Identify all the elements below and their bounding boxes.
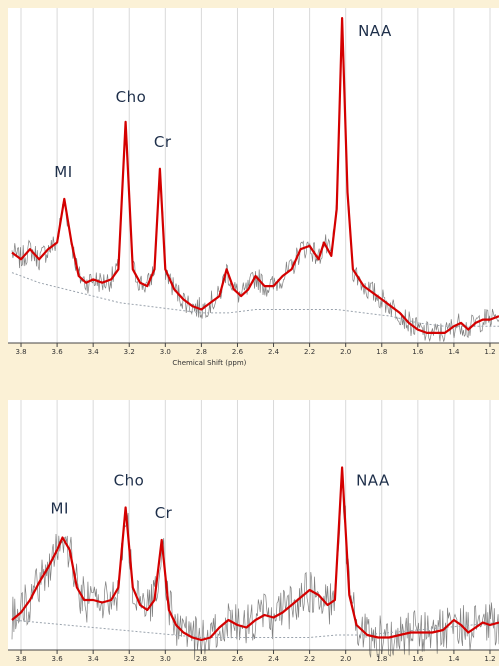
x-tick-label: 2.2 [304,348,315,356]
spectrum-panel-top: 3.8 3.6 3.4 3.2 3.0 2.8 2.6 2.4 2.2 2.0 1.8 1.6 1.4 1… [8,8,499,367]
peak-label-mi: MI [54,163,72,181]
x-tick-label: 3.8 [15,348,26,356]
x-tick-label: 2.0 [340,655,351,663]
x-tick-label: 2.0 [340,348,351,356]
x-tick-label: 3.4 [88,655,100,663]
x-tick-label: 2.6 [232,348,244,356]
peak-label-naa: NAA [358,22,392,40]
peak-label-cr: Cr [154,133,172,151]
x-tick-label: 1.8 [376,348,387,356]
baseline-line [11,619,499,638]
x-tick-label: 3.0 [160,655,171,663]
plot-area [8,8,499,343]
x-tick-label: 3.2 [124,655,135,663]
raw-spectrum-line [11,476,499,660]
x-tick-label: 1.2 [484,348,495,356]
spectrum-panel-bottom: 3.8 3.6 3.4 3.2 3.0 2.8 2.6 2.4 2.2 2.0 1.8 1.6 1.4 1… [8,400,499,663]
x-tick-label: 3.4 [88,348,100,356]
x-tick-label: 1.2 [484,655,495,663]
x-axis-title: Chemical Shift (ppm) [172,359,246,367]
x-tick-label: 2.4 [268,348,280,356]
x-tick-label: 3.6 [52,655,64,663]
x-tick-label: 1.8 [376,655,387,663]
x-tick-label: 3.0 [160,348,171,356]
peak-label-mi: MI [51,500,69,518]
x-tick-label: 1.6 [412,655,424,663]
x-tick-label: 2.2 [304,655,315,663]
x-tick-label: 2.6 [232,655,244,663]
x-tick-label: 3.6 [52,348,64,356]
x-tick-label: 2.8 [196,348,207,356]
x-tick-label: 3.8 [15,655,26,663]
peak-label-cho: Cho [116,88,147,106]
peak-label-naa: NAA [356,472,390,490]
baseline-line [11,272,499,327]
peak-label-cr: Cr [155,504,173,522]
x-tick-label: 1.4 [448,655,460,663]
fitted-spectrum-line [11,466,499,642]
peak-label-cho: Cho [114,472,145,490]
x-tick-label: 1.6 [412,348,424,356]
x-tick-label: 2.4 [268,655,280,663]
plot-area [8,400,499,650]
x-tick-label: 2.8 [196,655,207,663]
x-tick-label: 3.2 [124,348,135,356]
x-tick-label: 1.4 [448,348,460,356]
fitted-spectrum-line [11,17,499,334]
